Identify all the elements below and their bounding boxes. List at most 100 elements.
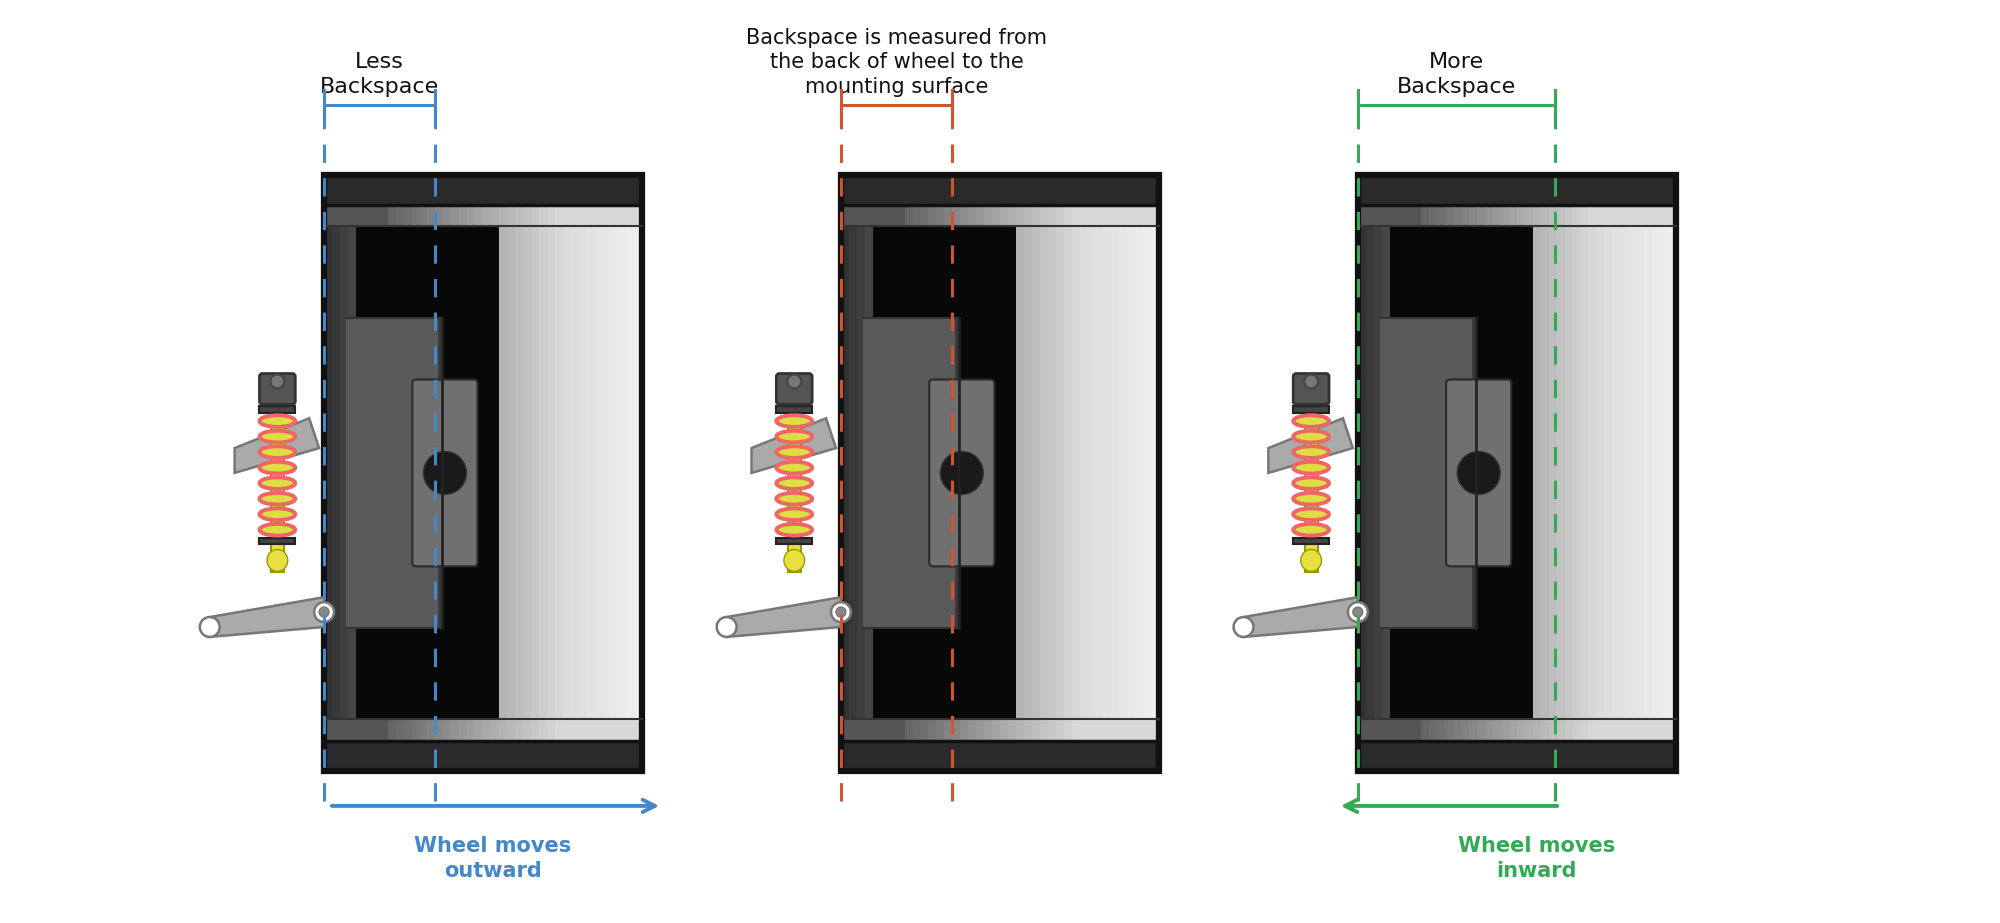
Bar — [1446, 176, 1454, 769]
Bar — [1430, 176, 1438, 769]
Bar — [1120, 176, 1128, 769]
Circle shape — [836, 607, 846, 617]
Bar — [1572, 176, 1582, 769]
Bar — [1398, 176, 1406, 769]
Bar — [340, 176, 348, 769]
Ellipse shape — [260, 493, 296, 505]
Ellipse shape — [260, 524, 296, 535]
Bar — [484, 176, 492, 769]
FancyBboxPatch shape — [1446, 379, 1512, 567]
Bar — [1438, 176, 1446, 769]
Circle shape — [270, 375, 284, 389]
Bar — [1500, 176, 1510, 769]
Bar — [1358, 174, 1676, 771]
Bar — [954, 318, 958, 628]
Bar — [324, 719, 388, 741]
Bar — [380, 176, 388, 769]
Bar — [1112, 176, 1120, 769]
Bar — [1462, 176, 1470, 769]
Bar — [364, 176, 372, 769]
Bar — [904, 176, 914, 769]
Bar — [856, 176, 866, 769]
Bar — [872, 176, 882, 769]
Ellipse shape — [1294, 415, 1330, 426]
Bar — [1144, 176, 1152, 769]
Bar — [500, 176, 508, 769]
FancyBboxPatch shape — [260, 374, 296, 404]
Bar — [1636, 176, 1646, 769]
Bar — [1532, 176, 1542, 769]
Bar — [1516, 176, 1526, 769]
Bar — [1008, 176, 1016, 769]
Bar — [610, 176, 620, 769]
Bar — [1358, 205, 1422, 226]
Bar — [1588, 176, 1598, 769]
Bar — [1596, 205, 1676, 226]
Bar — [976, 176, 986, 769]
Ellipse shape — [260, 462, 296, 473]
Bar — [324, 205, 388, 226]
Bar — [260, 406, 296, 414]
Bar — [1016, 176, 1024, 769]
Bar — [1612, 176, 1622, 769]
Bar — [346, 318, 442, 628]
Ellipse shape — [260, 477, 296, 489]
FancyBboxPatch shape — [412, 379, 478, 567]
Bar — [332, 176, 340, 769]
Bar — [840, 176, 850, 769]
Bar — [840, 174, 1160, 205]
Bar — [1358, 174, 1676, 771]
Ellipse shape — [776, 493, 812, 505]
Bar — [888, 176, 898, 769]
Ellipse shape — [1294, 509, 1330, 520]
Bar — [1644, 176, 1654, 769]
Ellipse shape — [268, 549, 288, 571]
Bar — [618, 176, 628, 769]
Bar — [1304, 418, 1318, 572]
Bar — [864, 176, 874, 769]
Bar — [562, 176, 572, 769]
Bar — [356, 226, 500, 719]
Bar — [1294, 537, 1330, 545]
Bar — [1072, 176, 1080, 769]
Ellipse shape — [776, 462, 812, 473]
Ellipse shape — [1294, 524, 1330, 535]
Bar — [452, 176, 460, 769]
Bar — [1096, 176, 1104, 769]
Circle shape — [832, 602, 850, 622]
Bar — [1136, 176, 1144, 769]
Bar — [1294, 406, 1330, 414]
Bar — [356, 176, 364, 769]
Polygon shape — [1268, 418, 1352, 473]
Bar — [1040, 176, 1048, 769]
Bar — [928, 176, 938, 769]
Bar — [776, 406, 812, 414]
Bar — [1152, 176, 1160, 769]
Text: More
Backspace: More Backspace — [1396, 53, 1516, 97]
Bar — [594, 176, 604, 769]
Circle shape — [320, 607, 330, 617]
Bar — [396, 176, 404, 769]
Text: Wheel moves
outward: Wheel moves outward — [414, 835, 572, 881]
Ellipse shape — [260, 431, 296, 442]
Bar — [428, 176, 436, 769]
Bar — [562, 205, 642, 226]
Bar — [1406, 176, 1414, 769]
Bar — [626, 176, 636, 769]
Bar — [864, 318, 958, 628]
Bar — [952, 176, 962, 769]
Bar — [538, 176, 548, 769]
Bar — [554, 176, 564, 769]
Bar — [348, 176, 356, 769]
Bar — [1628, 176, 1638, 769]
Bar — [944, 176, 954, 769]
Bar — [840, 205, 904, 226]
Circle shape — [314, 602, 334, 622]
Bar — [388, 176, 396, 769]
Bar — [1000, 176, 1008, 769]
Bar — [1358, 174, 1676, 205]
Ellipse shape — [260, 509, 296, 520]
Bar — [1620, 176, 1630, 769]
Bar — [896, 176, 906, 769]
Bar — [1080, 176, 1088, 769]
